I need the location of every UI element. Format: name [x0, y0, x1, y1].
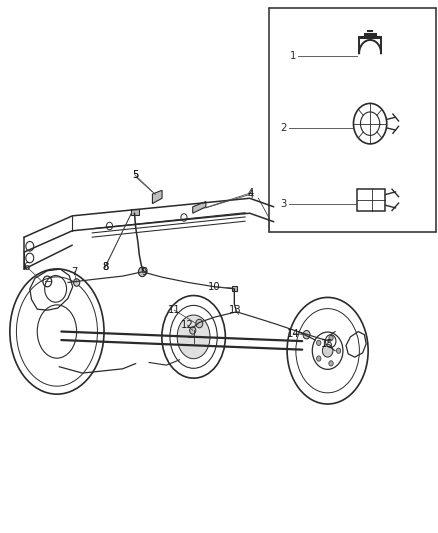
Text: 13: 13: [230, 305, 242, 315]
Text: 9: 9: [141, 267, 148, 277]
Polygon shape: [193, 201, 206, 213]
Text: 8: 8: [102, 262, 108, 271]
Text: 14: 14: [287, 329, 300, 338]
Text: 6: 6: [23, 262, 29, 271]
Text: 3: 3: [281, 199, 287, 208]
Text: 5: 5: [133, 170, 139, 180]
Circle shape: [322, 344, 333, 357]
Circle shape: [138, 267, 146, 277]
Text: 15: 15: [321, 339, 334, 349]
Text: 8: 8: [102, 262, 108, 271]
Text: 7: 7: [71, 267, 78, 277]
Circle shape: [196, 319, 203, 328]
Circle shape: [190, 327, 196, 334]
Circle shape: [329, 361, 333, 366]
Polygon shape: [131, 209, 139, 215]
Circle shape: [329, 335, 333, 341]
Text: 4: 4: [247, 190, 254, 199]
Circle shape: [74, 279, 80, 286]
Circle shape: [336, 348, 341, 353]
Ellipse shape: [177, 315, 210, 359]
Text: 4: 4: [247, 188, 254, 198]
Text: 1: 1: [290, 51, 296, 61]
Text: 10: 10: [208, 282, 220, 292]
Text: 2: 2: [281, 123, 287, 133]
Text: 11: 11: [168, 305, 181, 315]
Polygon shape: [232, 286, 237, 291]
Circle shape: [303, 330, 310, 339]
Polygon shape: [152, 190, 162, 204]
Circle shape: [317, 340, 321, 345]
Text: 12: 12: [181, 320, 194, 330]
Circle shape: [317, 356, 321, 361]
Text: 5: 5: [132, 170, 138, 180]
